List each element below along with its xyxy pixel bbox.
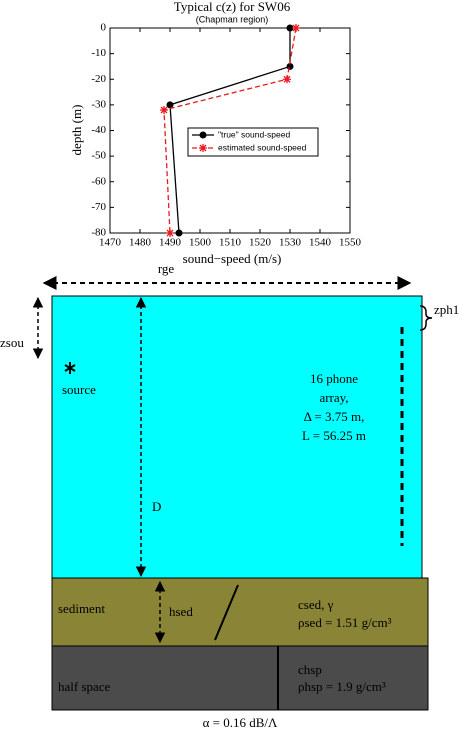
point	[286, 24, 294, 32]
x-tick-label: 1470	[99, 237, 122, 249]
point	[292, 24, 300, 32]
array-text: L = 56.25 m	[302, 428, 366, 443]
y-tick-label: -50	[91, 150, 106, 162]
point	[166, 101, 174, 109]
half-space-params: ρhsp = 1.9 g/cm³	[298, 679, 386, 694]
x-tick-label: 1530	[279, 237, 302, 249]
legend-label: "true" sound-speed	[218, 129, 290, 139]
point	[160, 106, 168, 114]
y-axis-label: depth (m)	[69, 105, 84, 156]
legend-box	[187, 127, 319, 157]
half-space-layer	[51, 645, 429, 711]
array-text: array,	[319, 390, 348, 405]
source-label: source	[62, 382, 96, 397]
y-tick-label: -60	[91, 175, 106, 187]
phone-depth-label: zph1	[434, 302, 459, 317]
y-tick-label: -40	[91, 124, 106, 136]
line	[169, 28, 291, 234]
brace	[419, 305, 433, 331]
legend-label: estimated sound-speed	[218, 142, 307, 152]
sediment-params: ρsed = 1.51 g/cm³	[298, 615, 392, 630]
point	[166, 229, 174, 237]
y-tick-label: 0	[101, 22, 107, 34]
chart-title: Typical c(z) for SW06	[174, 0, 291, 14]
point	[175, 229, 183, 237]
y-tick-label: -20	[91, 73, 106, 85]
chart-subtitle: (Chapman region)	[196, 14, 269, 24]
slant-line	[214, 584, 239, 641]
sediment-params: csed, γ	[298, 597, 334, 612]
x-tick-label: 1500	[189, 237, 212, 249]
source-depth-label: zsou	[0, 335, 24, 350]
array-text: 16 phone	[310, 371, 358, 386]
y-tick-label: -10	[91, 47, 106, 59]
y-tick-label: -30	[91, 98, 106, 110]
x-tick-label: 1510	[219, 237, 242, 249]
x-tick-label: 1540	[309, 237, 332, 249]
water-depth-label: D	[152, 499, 161, 514]
x-tick-label: 1480	[129, 237, 152, 249]
sediment-label: sediment	[58, 601, 105, 616]
point	[286, 62, 294, 70]
sediment-layer	[51, 577, 429, 647]
y-tick-label: -80	[91, 227, 106, 239]
attenuation-label: α = 0.16 dB/Λ	[203, 715, 278, 730]
legend-marker	[199, 131, 207, 139]
x-axis-label: sound−speed (m/s)	[183, 251, 282, 266]
line	[163, 27, 297, 234]
water	[51, 295, 423, 579]
source-marker	[64, 362, 76, 374]
point	[283, 75, 291, 84]
x-tick-label: 1520	[249, 237, 272, 249]
range-label: rge	[158, 261, 175, 276]
array-text: Δ = 3.75 m,	[304, 409, 365, 424]
legend-marker	[199, 144, 207, 152]
sediment-thickness-label: hsed	[169, 604, 193, 619]
x-tick-label: 1490	[159, 237, 182, 249]
half-space-label: half space	[58, 679, 111, 694]
x-tick-label: 1550	[339, 237, 362, 249]
y-tick-label: -70	[91, 201, 106, 213]
half-space-params: chsp	[298, 662, 322, 677]
